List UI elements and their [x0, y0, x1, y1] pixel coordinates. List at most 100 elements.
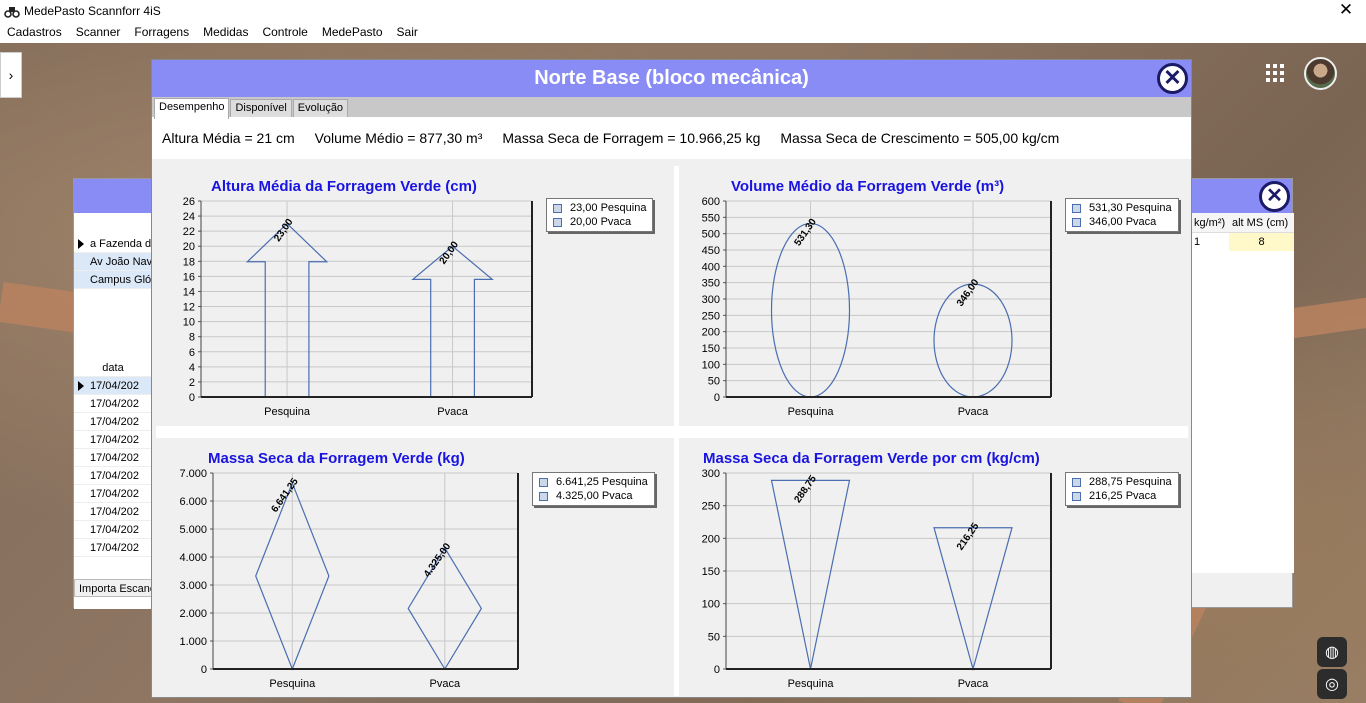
summary-volume-medio: Volume Médio = 877,30 m³ — [314, 130, 483, 146]
list-item[interactable]: Av João Nav — [74, 253, 152, 271]
table-row[interactable]: 17/04/202 — [74, 395, 152, 413]
tab-evolucao[interactable]: Evolução — [292, 99, 349, 117]
x-tick-label: Pvaca — [430, 678, 461, 690]
legend-swatch — [539, 477, 548, 487]
tab-desempenho[interactable]: Desempenho — [154, 98, 230, 119]
y-tick-label: 250 — [702, 310, 720, 322]
legend-entry: 531,30 Pesquina — [1072, 201, 1172, 215]
tab-bar: Desempenho Disponível Evolução — [152, 97, 1191, 119]
background-list-panel: a Fazenda de Av João Nav Campus Glór dat… — [74, 213, 152, 609]
legend-entry: 346,00 Pvaca — [1072, 215, 1172, 229]
y-tick-label: 0 — [714, 664, 720, 676]
y-tick-label: 200 — [702, 327, 720, 339]
y-tick-label: 250 — [702, 501, 720, 513]
legend-entry: 288,75 Pesquina — [1072, 475, 1172, 489]
table-row[interactable]: 17/04/202 — [74, 467, 152, 485]
menu-forragens[interactable]: Forragens — [134, 25, 190, 39]
dialog-title: Norte Base (bloco mecânica) — [534, 67, 809, 89]
list-item[interactable]: a Fazenda de — [74, 235, 152, 253]
close-icon[interactable]: ✕ — [1157, 63, 1188, 94]
chart-dialog: Norte Base (bloco mecânica) ✕ Desempenho… — [151, 59, 1192, 698]
chart-volume-medio: Volume Médio da Forragem Verde (m³) 0 50 10… — [679, 166, 1188, 426]
bar-arrow-pesquina — [245, 222, 329, 398]
y-tick-label: 600 — [702, 196, 720, 208]
table-row[interactable]: 17/04/202 — [74, 539, 152, 557]
table-row[interactable]: 17/04/202 — [74, 521, 152, 539]
menu-medepasto[interactable]: MedePasto — [321, 25, 383, 39]
locate-icon[interactable]: ◎ — [1317, 669, 1347, 699]
globe-icon[interactable]: ◍ — [1317, 637, 1347, 667]
list-item[interactable]: Campus Glór — [74, 271, 152, 289]
table-row[interactable]: 17/04/202 — [74, 485, 152, 503]
column-header[interactable]: alt MS (cm) — [1232, 217, 1289, 229]
x-tick-label: Pvaca — [958, 406, 989, 418]
chart-legend: 288,75 Pesquina 216,25 Pvaca — [1065, 472, 1179, 506]
bar-triangle-pesquina — [770, 479, 851, 670]
y-tick-label: 10 — [183, 317, 195, 329]
plot-area — [201, 201, 532, 397]
menu-controle[interactable]: Controle — [262, 25, 308, 39]
legend-entry: 23,00 Pesquina — [553, 201, 646, 215]
summary-altura-media: Altura Média = 21 cm — [162, 130, 295, 146]
y-tick-label: 12 — [183, 302, 195, 314]
table-row[interactable]: 17/04/202 — [74, 503, 152, 521]
tab-disponivel[interactable]: Disponível — [230, 99, 292, 117]
y-tick-label: 2 — [189, 377, 195, 389]
y-tick-label: 3.000 — [179, 580, 207, 592]
window-title: MedePasto Scannforr 4iS — [24, 4, 161, 18]
menu-cadastros[interactable]: Cadastros — [7, 25, 62, 39]
y-tick-label: 2.000 — [179, 608, 207, 620]
background-table-panel: kg/m²) alt MS (cm) 1 8 — [1191, 213, 1294, 573]
dialog-title-bar: Norte Base (bloco mecânica) ✕ — [152, 60, 1191, 97]
import-scan-button[interactable]: Importa Escane — [74, 579, 152, 597]
x-tick-label: Pvaca — [958, 678, 989, 690]
table-row[interactable]: 17/04/202 — [74, 413, 152, 431]
table-row[interactable]: 17/04/202 — [74, 377, 152, 395]
chart-plot: 050100150200250300350400450500550600531,… — [702, 196, 1052, 418]
chart-title: Altura Média da Forragem Verde (cm) — [211, 178, 477, 195]
table-row[interactable]: 17/04/202 — [74, 449, 152, 467]
legend-swatch — [539, 491, 548, 501]
y-tick-label: 400 — [702, 261, 720, 273]
table-row[interactable]: 17/04/202 — [74, 431, 152, 449]
close-icon[interactable]: ✕ — [1259, 181, 1290, 212]
y-tick-label: 300 — [702, 294, 720, 306]
legend-entry: 6.641,25 Pesquina — [539, 475, 648, 489]
legend-swatch — [1072, 203, 1081, 213]
legend-swatch — [553, 217, 562, 227]
legend-label: 23,00 Pesquina — [570, 202, 647, 214]
chevron-right-icon: › — [8, 67, 14, 83]
x-tick-label: Pesquina — [788, 406, 835, 418]
chart-altura-media: Altura Média da Forragem Verde (cm) 0 2 4 6 8… — [156, 166, 674, 426]
x-tick-label: Pesquina — [788, 678, 835, 690]
window-close-button[interactable]: ✕ — [1338, 0, 1354, 19]
y-tick-label: 50 — [708, 631, 720, 643]
y-tick-label: 4 — [189, 362, 195, 374]
column-header-data[interactable]: data — [74, 359, 152, 377]
bar-arrow-pvaca — [411, 245, 494, 398]
menu-medidas[interactable]: Medidas — [203, 25, 249, 39]
column-header[interactable]: kg/m²) — [1194, 217, 1226, 229]
window-title-bar: MedePasto Scannforr 4iS ✕ — [0, 0, 1366, 23]
legend-label: 346,00 Pvaca — [1089, 216, 1157, 228]
legend-label: 216,25 Pvaca — [1089, 490, 1157, 502]
user-avatar[interactable] — [1304, 57, 1337, 90]
apps-grid-icon[interactable] — [1266, 64, 1284, 82]
y-tick-label: 6.000 — [179, 496, 207, 508]
y-tick-label: 0 — [201, 664, 207, 676]
y-tick-label: 4.000 — [179, 552, 207, 564]
chart-title: Massa Seca da Forragem Verde (kg) — [208, 450, 465, 467]
side-panel-toggle[interactable]: › — [0, 52, 22, 98]
y-tick-label: 0 — [189, 392, 195, 404]
chart-plot: 01.0002.0003.0004.0005.0006.0007.0006.64… — [179, 468, 519, 690]
x-tick-label: Pvaca — [437, 406, 468, 418]
menu-scanner[interactable]: Scanner — [75, 25, 121, 39]
bar-triangle-pvaca — [933, 527, 1013, 672]
y-tick-label: 50 — [708, 376, 720, 388]
menu-sair[interactable]: Sair — [396, 25, 418, 39]
y-tick-label: 14 — [183, 286, 195, 298]
legend-label: 20,00 Pvaca — [570, 216, 632, 228]
chart-massa-seca: Massa Seca da Forragem Verde (kg) 0 1.000 2… — [156, 438, 674, 696]
y-tick-label: 100 — [702, 599, 720, 611]
